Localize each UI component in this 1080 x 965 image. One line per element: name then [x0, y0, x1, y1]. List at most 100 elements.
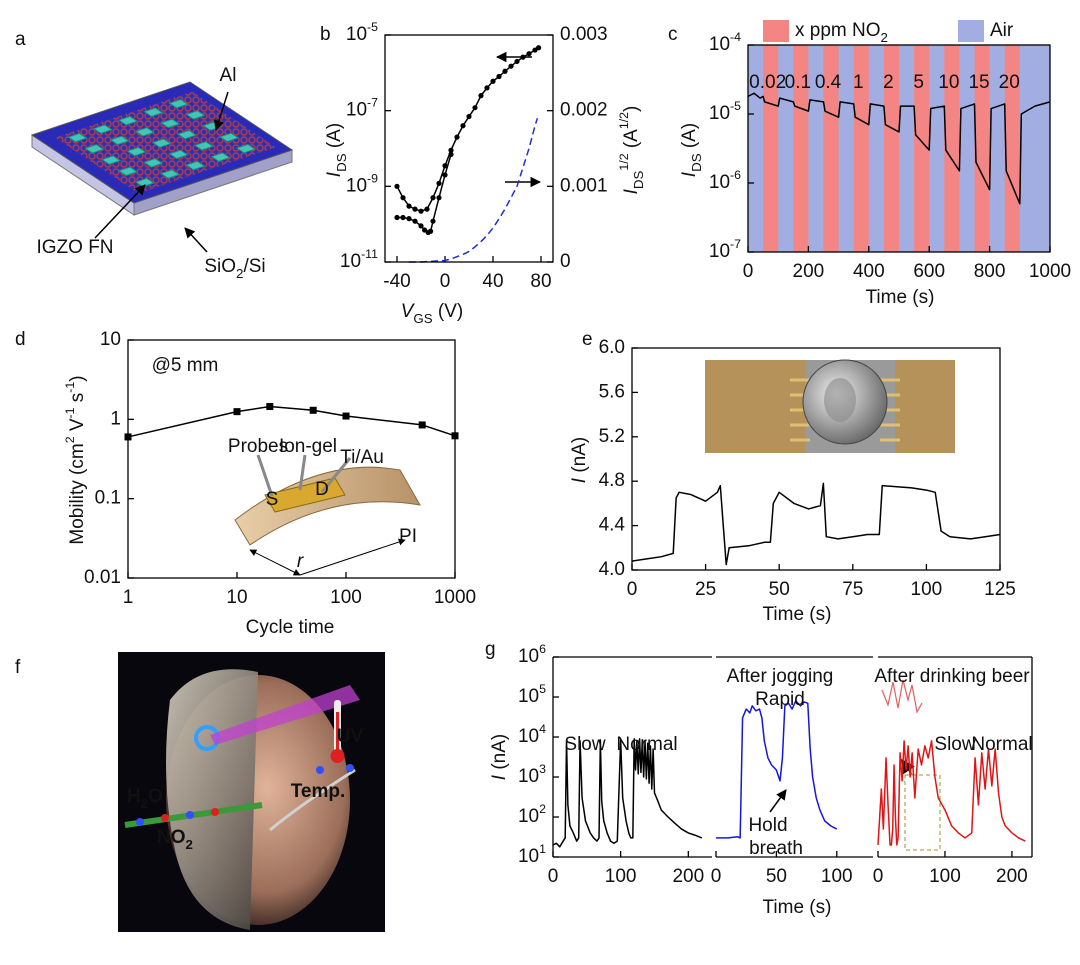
y-axis-label: IDS (A)	[679, 123, 704, 177]
legend-label: x ppm NO2	[795, 20, 888, 45]
device-photo	[705, 359, 955, 453]
subplot-title: After drinking beer	[874, 666, 1030, 687]
illustration-label: NO2	[157, 827, 193, 852]
illustration-label: IGZO FN	[36, 237, 113, 258]
x-tick-label: 0	[440, 271, 451, 292]
data-marker	[442, 163, 448, 169]
x-tick-label: -40	[383, 271, 410, 292]
y-tick-label: 10-9	[346, 172, 378, 197]
y-tick-label-base: 10	[709, 34, 730, 55]
data-marker	[460, 123, 466, 129]
y-tick-label: 0.01	[84, 567, 121, 588]
x-tick-label: 0	[711, 866, 722, 887]
data-marker	[400, 214, 406, 221]
y-axis-label-part: I	[489, 774, 510, 780]
x-tick-label: 80	[530, 271, 551, 292]
data-marker	[436, 180, 442, 186]
x-tick-label: 100	[330, 587, 362, 608]
x-tick-label: 0	[548, 866, 559, 887]
electrode-pad	[159, 118, 181, 129]
bending-illustration	[234, 454, 421, 576]
annotation: Slow	[564, 734, 605, 755]
y-tick-label-base: 10	[518, 646, 539, 667]
x-tick-label: 100	[821, 866, 853, 887]
panel-label: d	[15, 329, 26, 350]
illustration-label: SiO2/Si	[204, 256, 265, 281]
y2-axis-label-part: I	[621, 188, 642, 194]
y-axis-label-part: 2	[63, 436, 77, 443]
data-line	[552, 738, 703, 848]
electrode-pad	[143, 158, 164, 168]
electrode-pad	[134, 127, 156, 137]
inset-label: D	[315, 479, 329, 500]
exposure-band	[974, 45, 990, 252]
y-axis-label-part: Mobility (cm	[67, 443, 88, 544]
concentration-label: 0.1	[785, 72, 811, 93]
x-tick-label: 1	[123, 587, 134, 608]
x-tick-label: 75	[842, 579, 863, 600]
electrode-pad	[151, 138, 172, 148]
y-axis-label-part: )	[67, 375, 88, 381]
y-tick-label: 10	[100, 329, 121, 350]
y-tick-label: 105	[518, 682, 546, 707]
data-marker	[466, 113, 472, 120]
illustration-label: Al	[220, 65, 237, 86]
y-tick-label: 10-5	[346, 20, 378, 45]
electrode-pad	[117, 166, 139, 177]
panel-label: a	[15, 29, 26, 50]
x-tick-label: 125	[984, 579, 1016, 600]
exposure-band	[883, 45, 899, 252]
concentration-label: 0.02	[749, 72, 786, 93]
x-axis-label-part: GS	[413, 311, 432, 326]
y-axis-label-part: V	[67, 418, 88, 436]
y-tick-label-exponent: -7	[730, 237, 741, 251]
y-axis-label-part: (A)	[679, 123, 700, 154]
panel-label: f	[15, 657, 21, 678]
data-line	[747, 92, 1051, 205]
y-tick-label-base: 10	[518, 726, 539, 747]
panel-label: c	[668, 24, 678, 45]
exposure-band	[853, 45, 869, 252]
data-marker	[424, 206, 430, 212]
electrode-pad	[235, 143, 257, 154]
annotation: Hold	[748, 815, 787, 836]
y-tick-label-exponent: 1	[539, 842, 546, 856]
y-axis-label-part: I	[324, 171, 345, 177]
panel-label: b	[320, 24, 331, 45]
x-tick-label: 10	[226, 587, 247, 608]
electrode-pad	[143, 107, 164, 117]
inset-label: Probes	[228, 436, 288, 457]
illustration-label: Temp.	[291, 781, 346, 802]
illustration-label-part: H	[127, 786, 141, 807]
y-tick-label: 10-7	[709, 237, 741, 262]
y-tick-label-exponent: -5	[367, 20, 378, 34]
y-tick-label: 10-7	[346, 96, 378, 121]
y-tick-label-exponent: -4	[730, 30, 741, 44]
y-tick-label-exponent: -6	[730, 168, 741, 182]
plot-frame	[127, 339, 456, 579]
y2-tick-label: 0	[560, 251, 571, 272]
data-marker	[536, 45, 542, 51]
electrode-pad	[210, 152, 231, 162]
y-tick-label-base: 10	[709, 172, 730, 193]
data-marker	[418, 223, 424, 229]
x-tick-label: 100	[605, 866, 637, 887]
x-axis-label: Time (s)	[866, 287, 935, 308]
data-marker	[436, 195, 442, 201]
y-tick-label-base: 10	[340, 251, 361, 272]
legend-swatch	[763, 20, 789, 42]
electrode-pad	[168, 149, 189, 160]
data-marker	[496, 73, 502, 80]
exposure-band	[944, 45, 960, 252]
x-tick-label: 800	[974, 261, 1006, 282]
y-tick-label: 10-11	[340, 247, 378, 272]
electrode-pad	[92, 124, 114, 134]
illustration-label-part: NO	[157, 827, 186, 848]
annotation: Rapid	[755, 689, 805, 710]
x-tick-label: 100	[911, 579, 943, 600]
annotation: Normal	[971, 734, 1032, 755]
data-marker	[502, 68, 508, 74]
y-tick-label: 6.0	[599, 337, 625, 358]
exposure-band	[763, 45, 779, 252]
inset-label: Ti/Au	[340, 447, 384, 468]
